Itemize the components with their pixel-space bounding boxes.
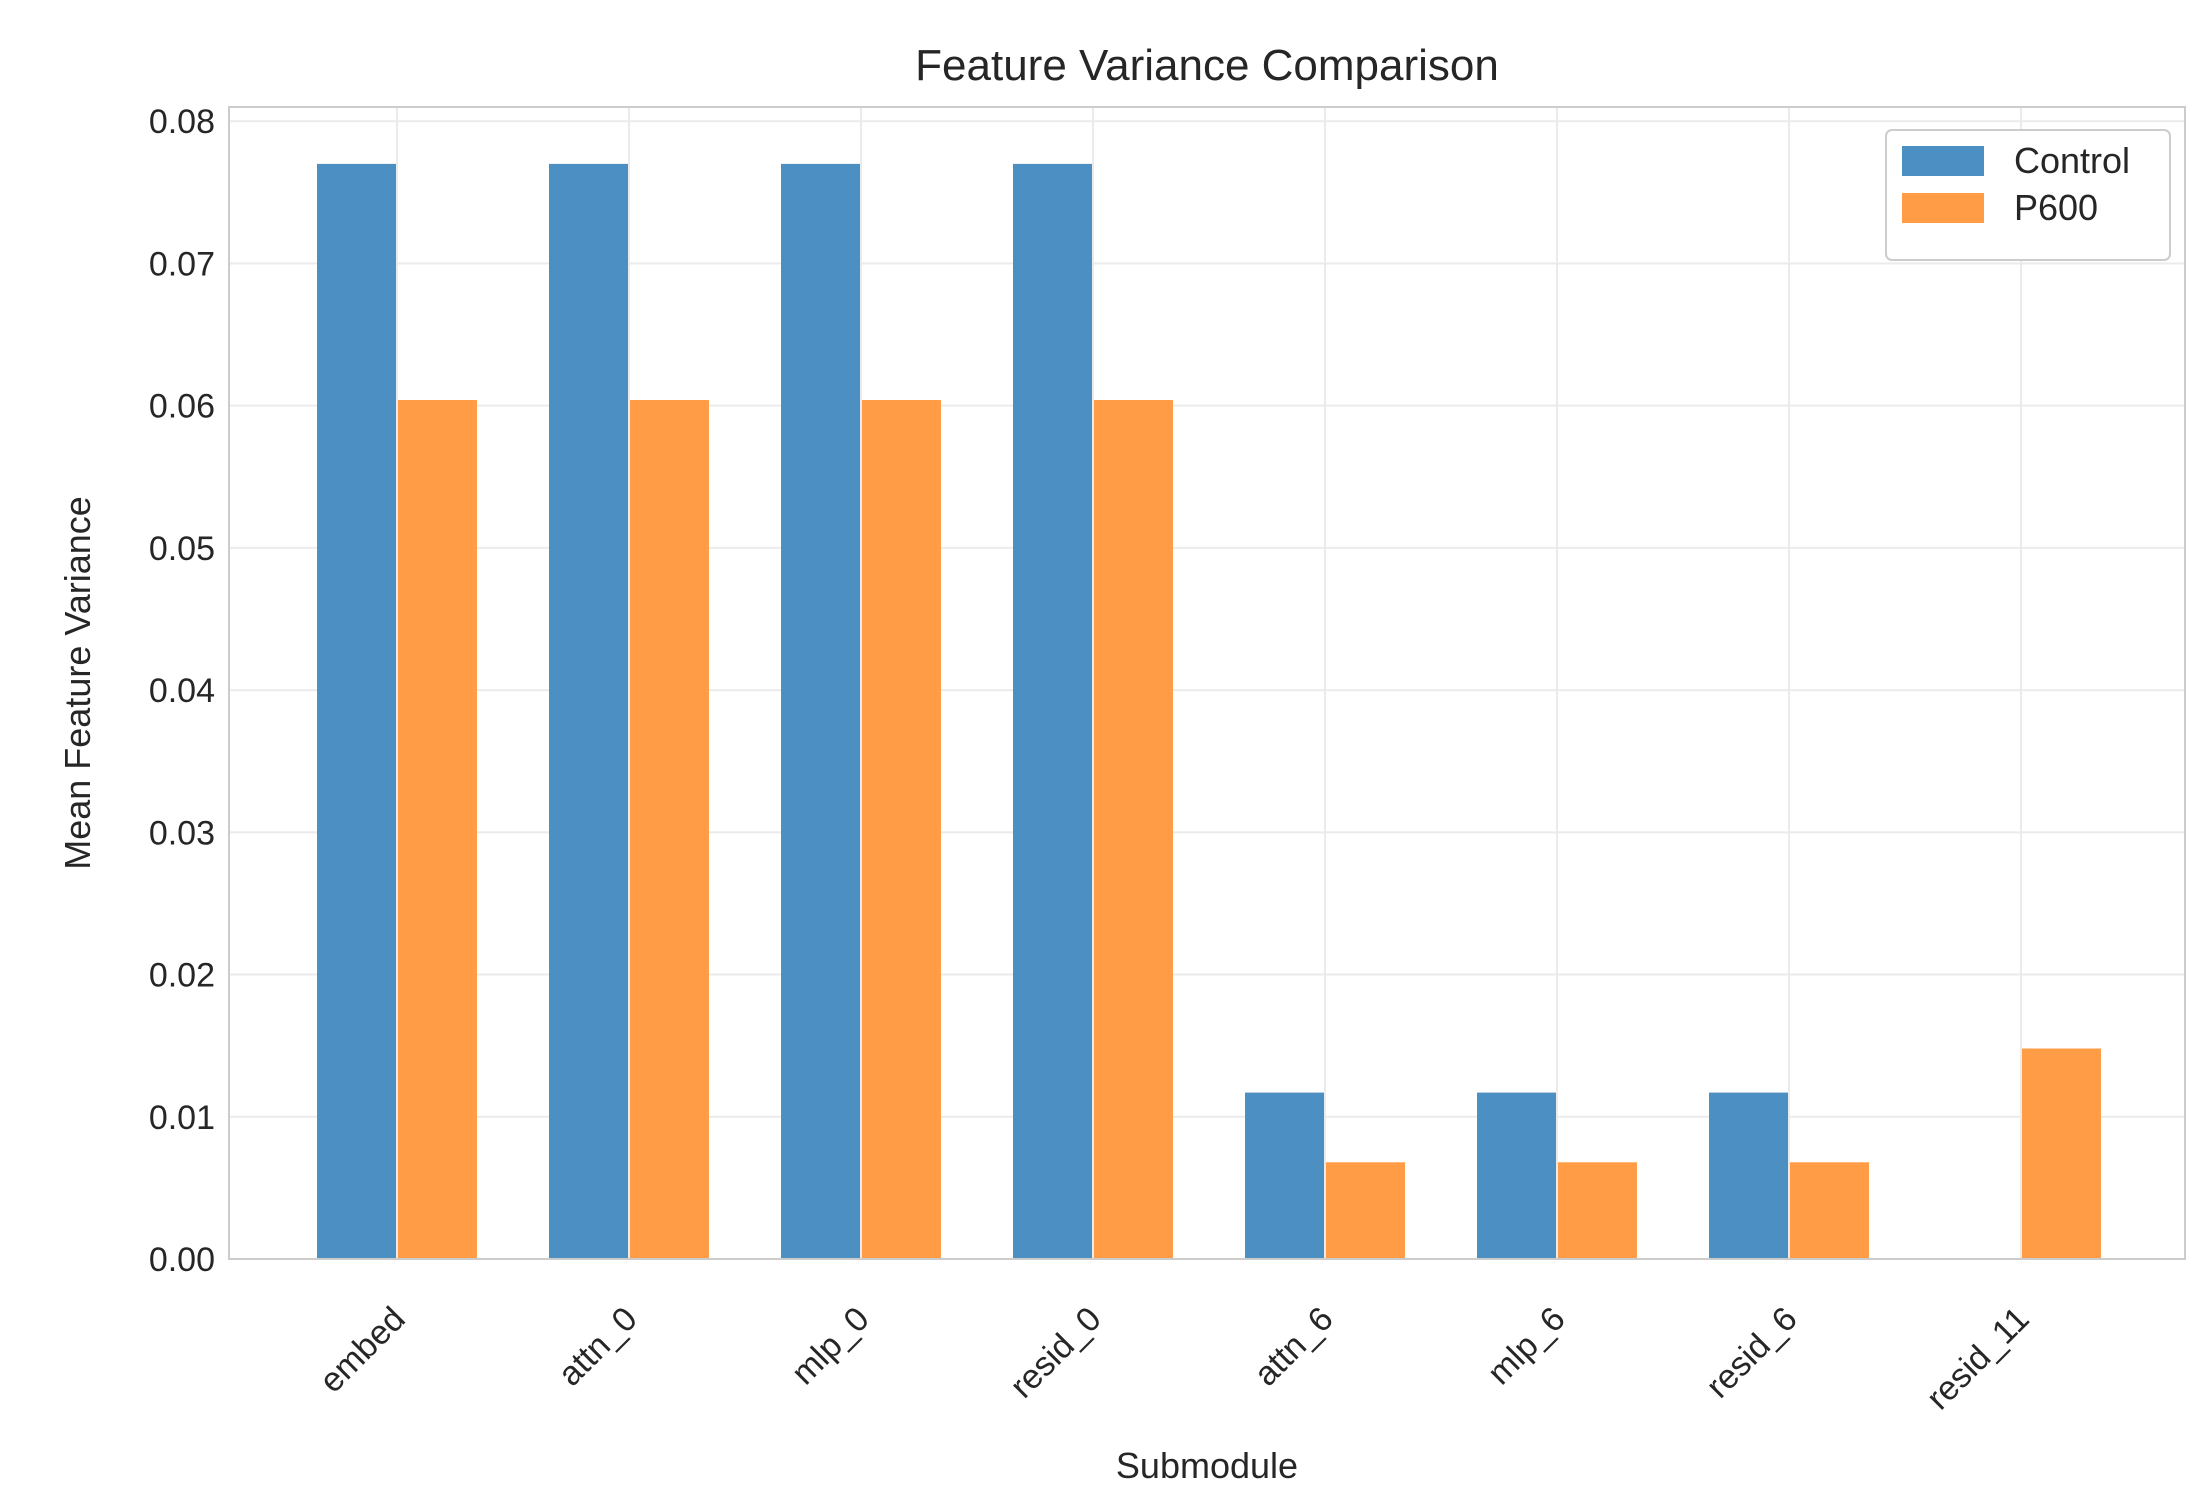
y-tick-label: 0.01 — [149, 1099, 215, 1137]
x-axis-label: Submodule — [1116, 1445, 1298, 1486]
x-axis-ticks: embed attn_0 mlp_0 resid_0 attn_6 mlp_6 resid_… — [312, 1300, 2036, 1417]
y-tick-label: 0.03 — [149, 814, 215, 852]
bar-p600-embed — [398, 399, 477, 1259]
x-tick-label: attn_6 — [1247, 1300, 1341, 1394]
x-tick-label: mlp_0 — [784, 1300, 876, 1392]
bar-control-resid_0 — [1013, 163, 1092, 1259]
x-tick-label: attn_0 — [551, 1300, 645, 1394]
y-tick-label: 0.06 — [149, 388, 215, 426]
legend-swatch-control — [1902, 146, 1984, 176]
bar-p600-resid_6 — [1790, 1162, 1869, 1259]
bar-p600-attn_6 — [1326, 1162, 1405, 1259]
x-tick-label: embed — [312, 1300, 412, 1400]
bar-p600-mlp_0 — [862, 399, 941, 1259]
y-tick-label: 0.00 — [149, 1241, 215, 1279]
bar-control-embed — [317, 163, 396, 1259]
x-tick-label: resid_6 — [1699, 1300, 1805, 1406]
bar-control-attn_6 — [1245, 1092, 1324, 1259]
bar-p600-mlp_6 — [1558, 1162, 1637, 1259]
y-axis-label: Mean Feature Variance — [57, 496, 98, 870]
bar-control-resid_6 — [1709, 1092, 1788, 1259]
plot-frame — [228, 106, 2186, 1260]
legend: Control P600 — [1885, 129, 2171, 261]
grid-lines — [229, 107, 2185, 1260]
bars — [317, 163, 2101, 1259]
y-tick-label: 0.04 — [149, 672, 215, 710]
bar-p600-resid_11 — [2022, 1048, 2101, 1259]
x-tick-label: resid_0 — [1003, 1300, 1109, 1406]
x-tick-label: resid_11 — [1919, 1300, 2036, 1417]
legend-label-control: Control — [2014, 140, 2130, 181]
legend-swatch-p600 — [1902, 193, 1984, 223]
y-axis-ticks: 0.00 0.01 0.02 0.03 0.04 0.05 0.06 0.07 0.08 — [149, 103, 215, 1279]
bar-control-mlp_0 — [781, 163, 860, 1259]
y-tick-label: 0.05 — [149, 530, 215, 568]
legend-label-p600: P600 — [2014, 187, 2098, 228]
bar-p600-resid_0 — [1094, 399, 1173, 1259]
bar-p600-attn_0 — [630, 399, 709, 1259]
y-tick-label: 0.07 — [149, 245, 215, 283]
bar-control-attn_0 — [549, 163, 628, 1259]
chart-title: Feature Variance Comparison — [915, 41, 1499, 90]
x-tick-label: mlp_6 — [1480, 1300, 1572, 1392]
y-tick-label: 0.02 — [149, 957, 215, 995]
y-tick-label: 0.08 — [149, 103, 215, 141]
bar-control-mlp_6 — [1477, 1092, 1556, 1259]
